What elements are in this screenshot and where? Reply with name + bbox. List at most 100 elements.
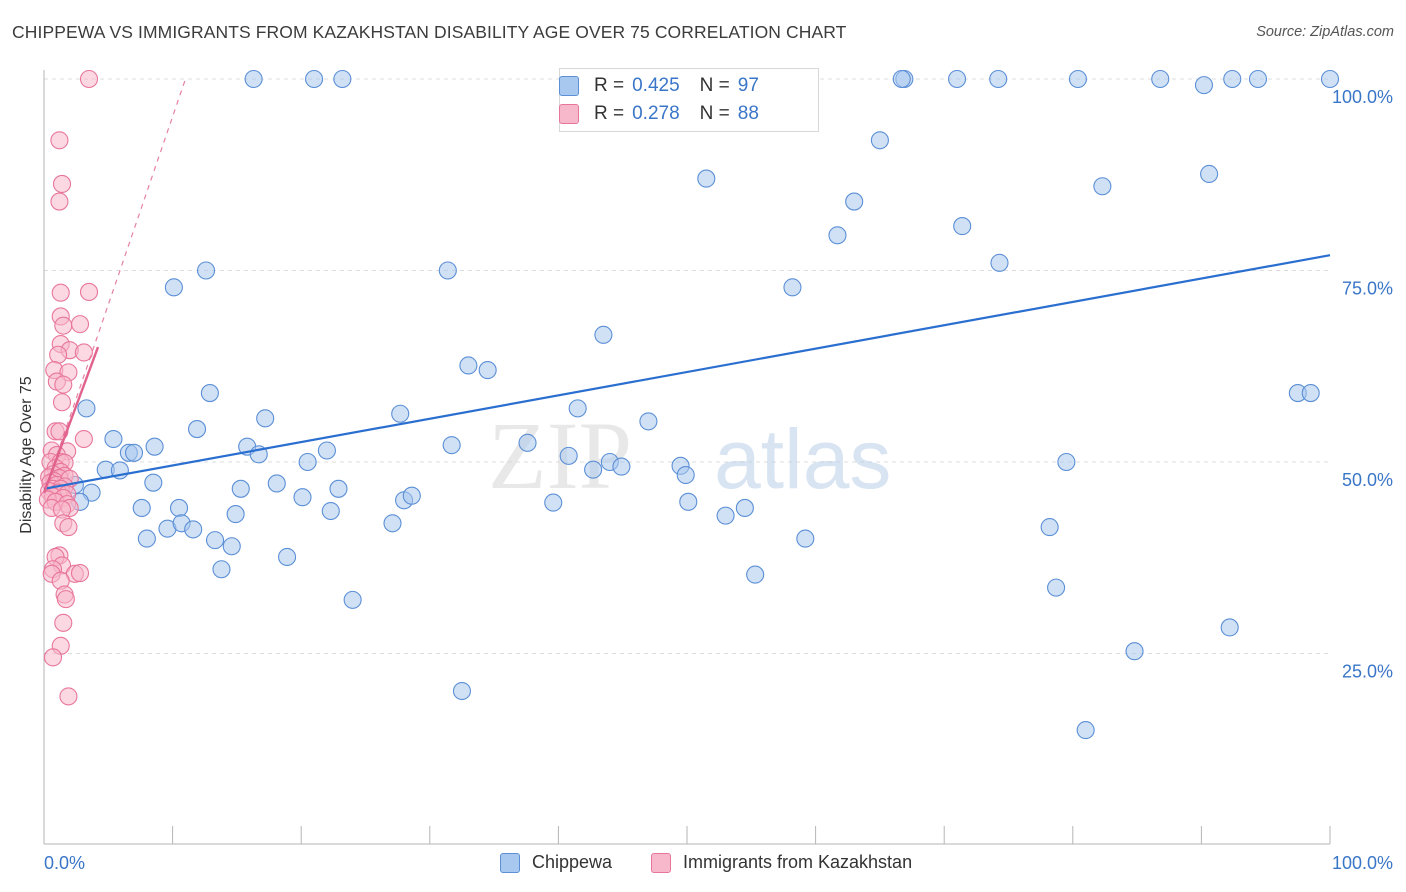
legend-label-chippewa: Chippewa — [532, 852, 613, 872]
chippewa-point — [989, 69, 1008, 89]
chippewa-point — [1125, 642, 1144, 661]
kazakhstan-point — [54, 613, 73, 632]
chippewa-point — [459, 356, 478, 375]
chippewa-point — [452, 681, 472, 701]
chippewa-point — [226, 505, 245, 524]
chippewa-point — [1301, 384, 1320, 403]
chippewa-point — [612, 457, 631, 476]
chippewa-point — [267, 474, 286, 493]
kazakhstan-point — [59, 518, 78, 537]
kazakhstan-point — [79, 282, 99, 301]
kazakhstan-trend-line — [42, 346, 100, 494]
kazakhstan-point — [49, 345, 68, 364]
legend-item-kazakhstan[interactable]: Immigrants from Kazakhstan — [651, 852, 912, 873]
chippewa-point — [244, 69, 263, 89]
chippewa-point — [391, 404, 410, 423]
chippewa-point — [1220, 618, 1239, 637]
kazakhstan-point — [52, 174, 72, 193]
chippewa-point — [828, 226, 847, 245]
chippewa-trend-line — [43, 254, 1331, 490]
chippewa-point — [77, 399, 96, 418]
chippewa-point — [953, 217, 972, 236]
chippewa-point — [137, 529, 156, 548]
n-label: N = — [699, 75, 730, 96]
chippewa-point — [438, 261, 457, 280]
chippewa-point — [990, 253, 1009, 272]
r-value: 0.425 — [632, 75, 680, 96]
chippewa-point — [145, 437, 164, 456]
chippewa-point — [1047, 578, 1066, 597]
chippewa-point — [716, 506, 735, 525]
kazakhstan-point — [54, 375, 73, 394]
trend-lines — [42, 78, 1331, 494]
chippewa-point — [293, 488, 312, 507]
chippewa-point — [124, 443, 144, 462]
chippewa-point — [568, 399, 587, 418]
chippewa-point — [1076, 721, 1095, 740]
kazakhstan-point — [56, 590, 75, 609]
kazakhstan-point — [51, 283, 70, 302]
chippewa-point — [796, 529, 815, 548]
chippewa-point — [478, 361, 497, 380]
chippewa-point — [1151, 69, 1170, 89]
chippewa-point — [205, 531, 225, 550]
chippewa-point — [164, 278, 183, 297]
kazakhstan-point — [50, 131, 69, 150]
chippewa-point — [383, 514, 402, 533]
chippewa-point — [402, 486, 421, 505]
chippewa-point — [343, 590, 362, 609]
y-tick-label: 100.0% — [1332, 87, 1393, 107]
chippewa-point — [518, 433, 537, 452]
n-value: 88 — [737, 103, 759, 124]
r-value: 0.278 — [632, 103, 680, 124]
legend-label-kazakhstan: Immigrants from Kazakhstan — [683, 852, 913, 872]
series-legend: Chippewa Immigrants from Kazakhstan — [0, 852, 1406, 878]
chippewa-point — [697, 169, 716, 188]
r-label: R = — [594, 75, 625, 96]
chippewa-point — [1320, 69, 1340, 89]
legend-row-chippewa: R = 0.425 N = 97 — [559, 74, 759, 98]
chippewa-point — [1057, 452, 1076, 472]
correlation-legend: R = 0.425 N = 97 R = 0.278 N = 88 — [559, 68, 819, 132]
chippewa-point — [1068, 69, 1087, 89]
legend-swatch-blue — [559, 76, 579, 96]
kazakhstan-point — [54, 316, 73, 335]
chippewa-point — [746, 565, 765, 584]
kazakhstan-point — [59, 687, 78, 706]
chippewa-point — [256, 409, 275, 428]
chippewa-point — [1200, 164, 1219, 184]
y-tick-label: 75.0% — [1342, 279, 1393, 299]
chippewa-point — [735, 498, 754, 518]
chippewa-point — [305, 69, 324, 89]
chippewa-point — [870, 131, 889, 150]
series-chippewa — [65, 69, 1340, 740]
y-tick-label: 25.0% — [1342, 662, 1393, 682]
chippewa-point — [676, 465, 695, 485]
chippewa-point — [948, 69, 967, 89]
kazakhstan-point — [50, 192, 69, 211]
gridlines — [44, 78, 1330, 654]
n-label: N = — [699, 103, 730, 124]
chippewa-point — [278, 547, 297, 567]
kazakhstan-point — [43, 648, 63, 667]
series-kazakhstan — [38, 69, 99, 706]
y-tick-label: 50.0% — [1342, 470, 1393, 490]
chippewa-point — [184, 520, 203, 539]
chippewa-point — [212, 560, 231, 579]
chippewa-point — [200, 384, 219, 403]
kazakhstan-point — [70, 564, 90, 583]
kazakhstan-point — [52, 393, 72, 412]
chippewa-point — [196, 261, 216, 280]
chippewa-point — [639, 412, 658, 431]
chippewa-point — [1248, 69, 1268, 89]
chippewa-point — [298, 452, 317, 472]
chippewa-point — [559, 446, 578, 465]
chart-title: CHIPPEWA VS IMMIGRANTS FROM KAZAKHSTAN D… — [12, 22, 847, 42]
chippewa-point — [594, 325, 613, 344]
chippewa-point — [892, 69, 911, 89]
chippewa-point — [544, 493, 563, 512]
legend-item-chippewa[interactable]: Chippewa — [500, 852, 612, 873]
x-tick-label-min: 0.0% — [44, 853, 85, 873]
chippewa-point — [222, 537, 241, 556]
